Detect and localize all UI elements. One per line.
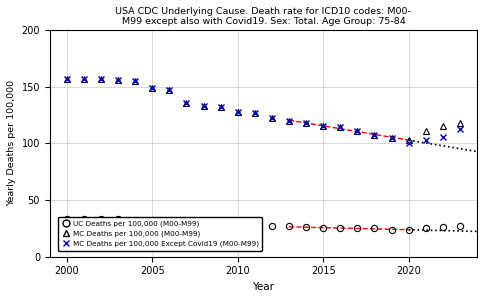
Y-axis label: Yearly Deaths per 100,000: Yearly Deaths per 100,000 — [7, 80, 16, 206]
X-axis label: Year: Year — [252, 282, 274, 292]
Legend: UC Deaths per 100,000 (M00-M99), MC Deaths per 100,000 (M00-M99), MC Deaths per : UC Deaths per 100,000 (M00-M99), MC Deat… — [58, 217, 262, 251]
Title: USA CDC Underlying Cause. Death rate for ICD10 codes: M00-
M99 except also with : USA CDC Underlying Cause. Death rate for… — [116, 7, 411, 26]
